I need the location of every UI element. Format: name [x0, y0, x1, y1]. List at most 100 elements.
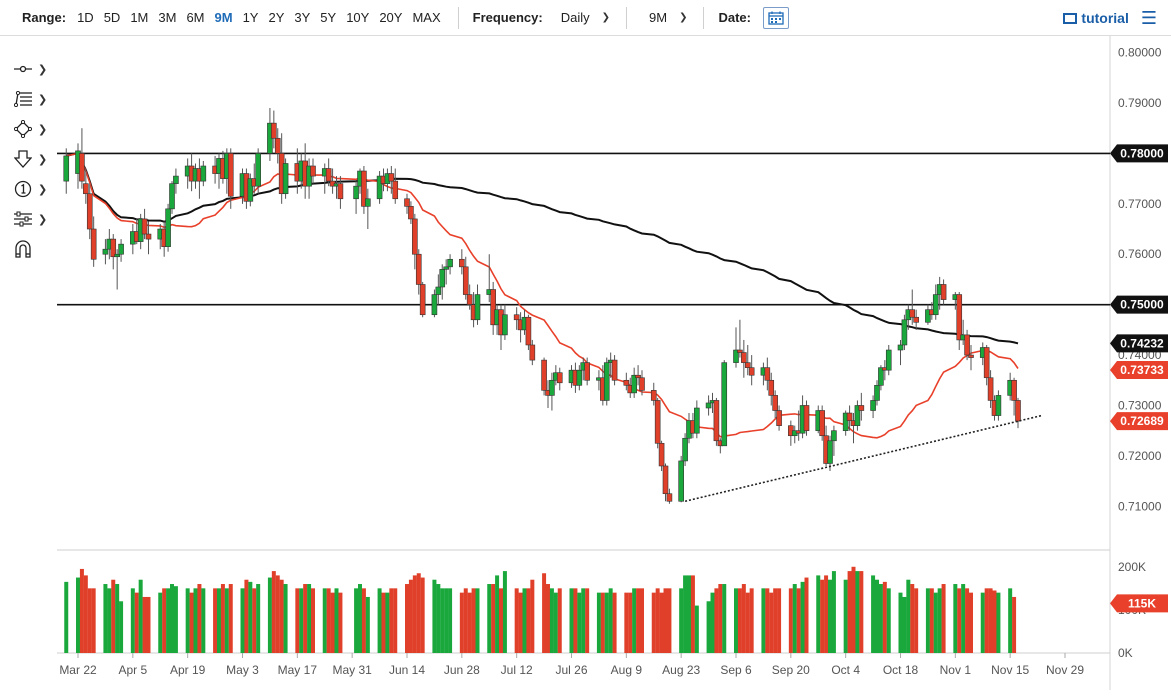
volume-bar: [788, 588, 793, 653]
volume-bar: [358, 584, 362, 653]
candle-body: [541, 359, 547, 391]
y-tick-label: 0.73000: [1118, 398, 1162, 412]
volume-bar: [134, 592, 139, 653]
volume-bar: [804, 577, 809, 653]
range-button-1y[interactable]: 1Y: [242, 10, 259, 25]
volume-bar: [663, 588, 668, 653]
period-select[interactable]: 9M ❯: [643, 10, 693, 25]
frequency-select[interactable]: Daily ❯: [555, 10, 616, 25]
support-trendline[interactable]: [684, 414, 1042, 503]
toolbar: Range: 1D 5D 1M 3M 6M 9M 1Y 2Y 3Y 5Y 10Y 20Y MAX Fre…: [0, 0, 1171, 36]
candle-body: [576, 369, 583, 386]
candle-body: [227, 153, 234, 197]
volume-bar: [929, 588, 934, 653]
candle-body: [165, 208, 171, 247]
volume-bar: [984, 588, 989, 653]
volume-badge: 115K: [1110, 594, 1168, 613]
fib-tool[interactable]: ❯: [14, 84, 54, 114]
volume-bar: [248, 581, 253, 653]
volume-bar: [412, 575, 417, 653]
volume-badge-shape: [1110, 594, 1168, 613]
short-ma-badge-shape: [1110, 361, 1168, 380]
x-tick-label: Apr 19: [170, 663, 206, 677]
shapes-tool[interactable]: ❯: [14, 114, 54, 144]
annotation-tool[interactable]: ❯: [14, 174, 54, 204]
range-button-5d[interactable]: 5D: [103, 10, 121, 25]
volume-bar: [495, 575, 500, 653]
range-button-10y[interactable]: 10Y: [346, 10, 370, 25]
range-button-3y[interactable]: 3Y: [294, 10, 311, 25]
volume-bar: [499, 588, 503, 653]
hamburger-menu-icon[interactable]: ☰: [1140, 7, 1157, 28]
volume-bar: [299, 588, 304, 653]
volume-bar: [957, 588, 962, 653]
candle-body: [435, 286, 442, 295]
crosshair-tool[interactable]: ❯: [14, 54, 54, 84]
candle-body: [705, 402, 712, 409]
y-tick-label: 0.72000: [1118, 449, 1162, 463]
volume-bar: [933, 592, 938, 653]
volume-tick-label: 0K: [1118, 646, 1133, 660]
candle-body: [549, 379, 555, 396]
candle-body: [658, 442, 665, 467]
volume-bar: [749, 588, 754, 653]
range-button-5y[interactable]: 5Y: [320, 10, 337, 25]
tutorial-link[interactable]: tutorial ☰: [1063, 0, 1157, 36]
candle-body: [392, 180, 399, 200]
candle-body: [502, 314, 508, 336]
volume-bar: [898, 592, 903, 653]
candle-body: [694, 407, 700, 434]
candle-body: [913, 316, 919, 323]
volume-bar: [213, 588, 218, 653]
volume-bar: [217, 588, 221, 653]
candle-body: [639, 377, 645, 391]
volume-bar: [557, 588, 562, 653]
volume-bar: [875, 579, 879, 653]
long-ma-badge-shape: [1110, 334, 1168, 353]
candle-body: [733, 349, 739, 363]
volume-bar: [722, 584, 727, 653]
volume-bar: [279, 579, 284, 653]
annotation-tool-icon: [14, 180, 32, 198]
candle-body: [768, 379, 775, 396]
price-badges: 0.78000 0.75000 0.74232 0.73733 0.72689 115K: [1110, 144, 1168, 613]
candle-body: [897, 344, 904, 351]
volume-bar: [800, 581, 805, 653]
volume-bar: [530, 579, 535, 653]
volume-bar: [467, 592, 472, 653]
range-button-9m[interactable]: 9M: [214, 10, 233, 25]
tutorial-label: tutorial: [1081, 10, 1129, 26]
volume-bar: [714, 588, 719, 653]
range-button-6m[interactable]: 6M: [186, 10, 205, 25]
crosshair-tool-icon: [14, 65, 32, 73]
candle-body: [874, 385, 880, 401]
range-buttons: 1D 5D 1M 3M 6M 9M 1Y 2Y 3Y 5Y 10Y 20Y MAX: [72, 10, 446, 25]
level-badge-label: 0.75000: [1120, 298, 1164, 312]
candle-body: [255, 153, 261, 187]
range-button-max[interactable]: MAX: [412, 10, 441, 25]
arrow-tool[interactable]: ❯: [14, 144, 54, 174]
settings-tool[interactable]: ❯: [14, 204, 54, 234]
price-chart[interactable]: 0.80000 0.79000 0.78000 0.77000 0.76000 0.750…: [0, 36, 1171, 698]
volume-bar: [303, 584, 308, 653]
candle-body: [83, 183, 89, 195]
candle-body: [525, 316, 532, 346]
range-button-1d[interactable]: 1D: [77, 10, 94, 25]
candle-body: [772, 395, 778, 411]
volume-bar: [569, 588, 574, 653]
range-button-2y[interactable]: 2Y: [268, 10, 285, 25]
volume-bar: [925, 588, 930, 653]
volume-bar: [256, 584, 261, 653]
period-value: 9M: [649, 10, 668, 25]
magnet-tool[interactable]: [14, 234, 54, 264]
candle-body: [631, 374, 637, 394]
volume-bar: [146, 596, 151, 653]
volume-bar: [941, 584, 946, 653]
range-button-20y[interactable]: 20Y: [379, 10, 403, 25]
range-button-1m[interactable]: 1M: [130, 10, 149, 25]
volume-bar: [79, 568, 84, 653]
calendar-button[interactable]: [762, 6, 789, 29]
range-button-3m[interactable]: 3M: [158, 10, 177, 25]
candle-body: [459, 258, 465, 268]
x-tick-label: Oct 18: [883, 663, 919, 677]
